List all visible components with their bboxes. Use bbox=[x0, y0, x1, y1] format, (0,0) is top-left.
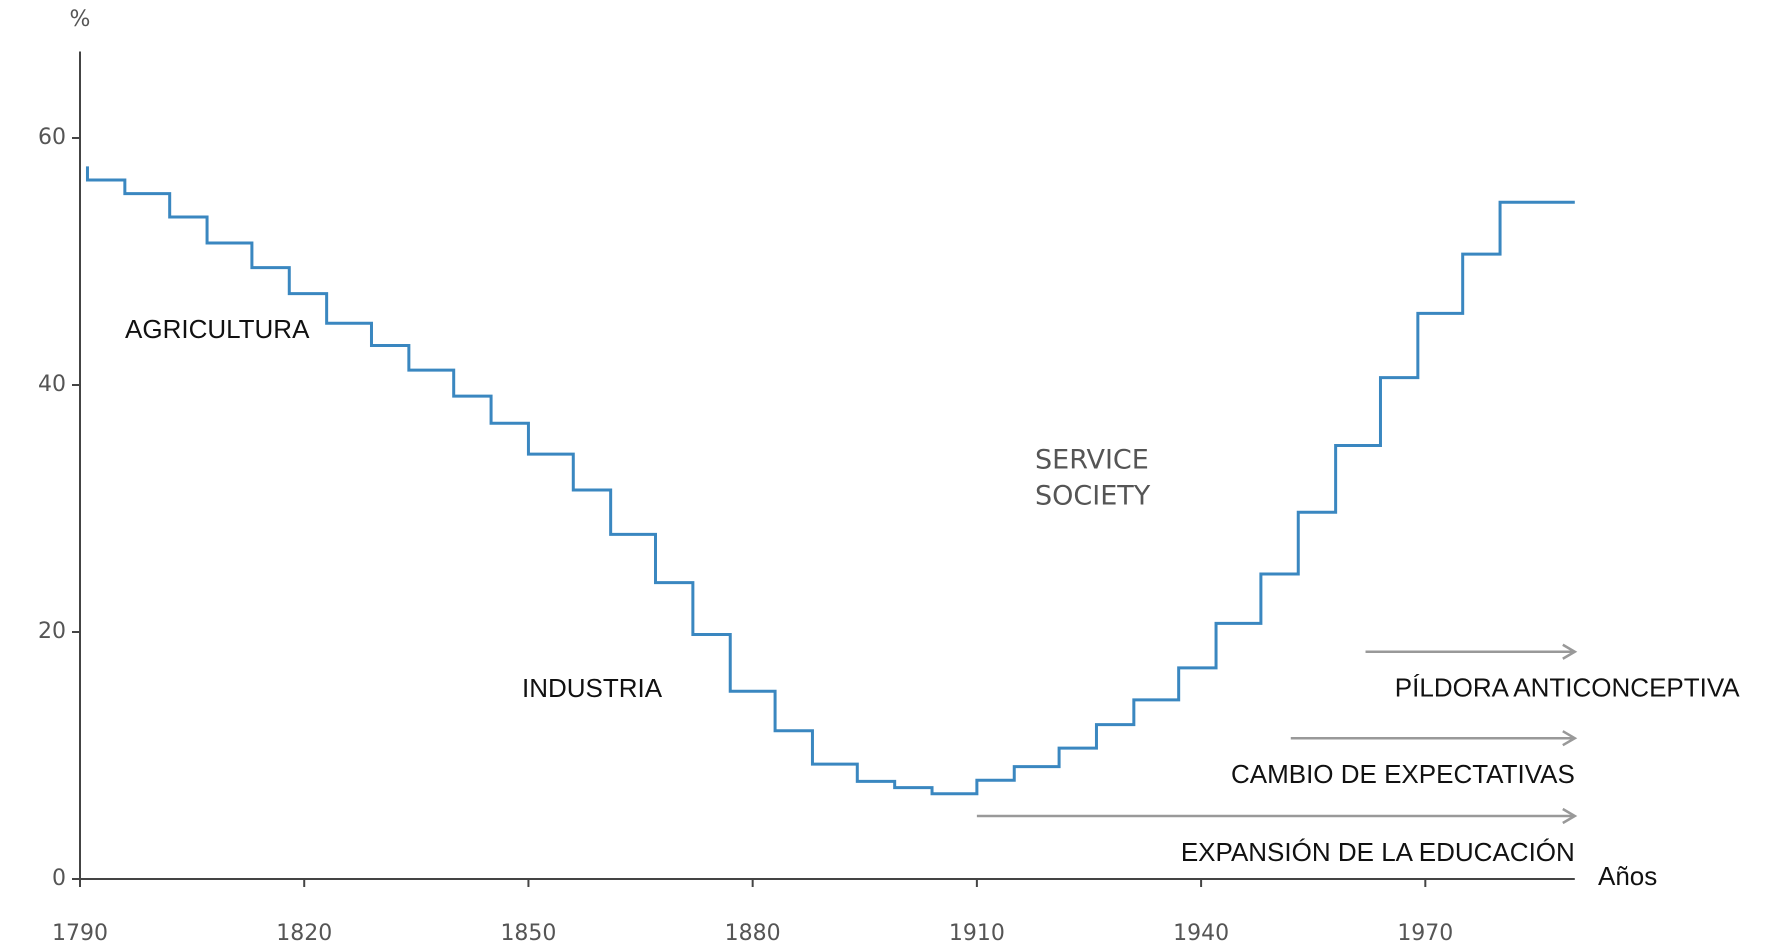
arrow-label: EXPANSIÓN DE LA EDUCACIÓN bbox=[1181, 837, 1575, 867]
x-tick-label: 1790 bbox=[52, 921, 108, 942]
y-tick-label: 20 bbox=[38, 619, 66, 644]
x-tick-label: 1880 bbox=[725, 921, 781, 942]
arrow-head bbox=[1562, 730, 1578, 747]
y-tick-label: 0 bbox=[52, 866, 66, 891]
x-axis-label: Años bbox=[1598, 861, 1657, 891]
annotation: INDUSTRIA bbox=[522, 673, 663, 703]
x-tick-label: 1940 bbox=[1173, 921, 1229, 942]
annotation: AGRICULTURA bbox=[125, 314, 310, 344]
x-tick-label: 1970 bbox=[1397, 921, 1453, 942]
arrow-label: PÍLDORA ANTICONCEPTIVA bbox=[1395, 673, 1740, 703]
y-axis-label: % bbox=[70, 7, 91, 32]
step-line bbox=[85, 166, 1575, 796]
x-tick-label: 1850 bbox=[500, 921, 556, 942]
x-tick-label: 1910 bbox=[949, 921, 1005, 942]
y-tick-label: 60 bbox=[38, 125, 66, 150]
arrow-label: CAMBIO DE EXPECTATIVAS bbox=[1231, 759, 1575, 789]
x-tick-label: 1820 bbox=[276, 921, 332, 942]
annotation: SOCIETY bbox=[1035, 481, 1151, 512]
arrow-head bbox=[1562, 807, 1578, 825]
y-tick-label: 40 bbox=[38, 372, 66, 397]
arrow-head bbox=[1562, 643, 1578, 660]
annotation: SERVICE bbox=[1035, 445, 1149, 476]
